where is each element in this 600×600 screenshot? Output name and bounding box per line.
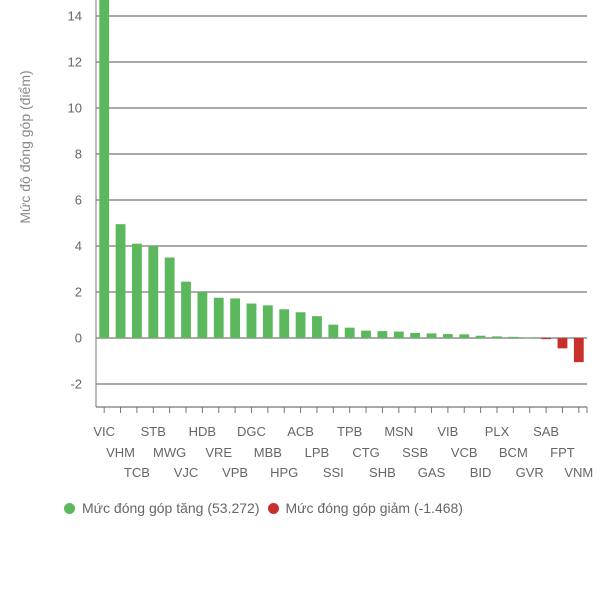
y-tick-label: -2 xyxy=(70,377,82,392)
category-label: HDB xyxy=(189,424,216,439)
category-label: VNM xyxy=(564,465,593,480)
y-tick-label: 12 xyxy=(68,55,82,70)
category-label: DGC xyxy=(237,424,266,439)
y-tick-label: 8 xyxy=(75,147,82,162)
category-label: SSI xyxy=(323,465,344,480)
bar-ctg xyxy=(361,330,371,338)
category-label: VRE xyxy=(205,445,232,460)
category-label: SHB xyxy=(369,465,396,480)
bar-shb xyxy=(377,331,388,338)
bar-vhm xyxy=(115,224,126,338)
bars xyxy=(99,0,584,363)
category-label: GAS xyxy=(418,465,446,480)
category-labels: VIC VHM TCB STB MWG VJC HDB VRE VPB DGC MBB HPG ACB L… xyxy=(93,424,593,480)
bar-gvr xyxy=(524,337,535,339)
category-label: GVR xyxy=(516,465,544,480)
y-tick-label: 0 xyxy=(75,331,82,346)
category-label: MBB xyxy=(254,445,282,460)
y-tick-label: 4 xyxy=(75,239,82,254)
category-label: ACB xyxy=(287,424,314,439)
bar-msn xyxy=(393,331,404,338)
category-label: SAB xyxy=(533,424,559,439)
category-label: TCB xyxy=(124,465,150,480)
bar-vcb xyxy=(459,334,470,338)
y-tick-label: 10 xyxy=(68,101,82,116)
y-axis-label: Mức độ đóng góp (điểm) xyxy=(17,70,33,223)
bar-gas xyxy=(426,333,437,338)
legend-item-increase[interactable]: Mức đóng góp tăng (53.272) xyxy=(64,500,260,516)
category-label: MSN xyxy=(384,424,413,439)
y-tick-label: 2 xyxy=(75,285,82,300)
bar-vre xyxy=(213,297,224,338)
bar-lpb xyxy=(312,316,322,338)
y-tick-labels: -2 0 2 4 6 8 10 12 14 xyxy=(68,9,82,392)
category-label: VPB xyxy=(222,465,248,480)
bar-fpt xyxy=(557,338,568,349)
bar-vnm xyxy=(573,338,584,363)
category-label: HPG xyxy=(270,465,298,480)
bar-vic xyxy=(99,0,110,338)
bar-bcm xyxy=(508,336,519,338)
bar-vpb xyxy=(230,298,241,338)
legend-label-increase: Mức đóng góp tăng (53.272) xyxy=(82,500,260,516)
bar-bid xyxy=(475,335,486,338)
bar-sab xyxy=(541,338,551,340)
bar-mwg xyxy=(164,257,175,338)
bar-tpb xyxy=(344,327,355,338)
category-label: BCM xyxy=(499,445,528,460)
bar-plx xyxy=(492,336,502,338)
legend-swatch-decrease xyxy=(267,502,279,514)
category-label: VHM xyxy=(106,445,135,460)
legend-label-decrease: Mức đóng góp giảm (-1.468) xyxy=(285,500,463,516)
legend-item-decrease[interactable]: Mức đóng góp giảm (-1.468) xyxy=(267,500,463,516)
bar-vib xyxy=(442,334,453,338)
bar-mbb xyxy=(262,305,273,338)
bar-tcb xyxy=(132,243,142,338)
x-tick-marks xyxy=(103,407,588,413)
bar-hdb xyxy=(197,292,208,338)
category-label: PLX xyxy=(485,424,510,439)
category-label: BID xyxy=(470,465,492,480)
bar-vjc xyxy=(181,281,191,338)
bar-ssi xyxy=(328,324,339,338)
gridlines xyxy=(95,0,587,408)
category-label: MWG xyxy=(153,445,186,460)
category-label: STB xyxy=(141,424,166,439)
category-label: VIB xyxy=(437,424,458,439)
category-label: CTG xyxy=(352,445,379,460)
category-label: TPB xyxy=(337,424,362,439)
bar-stb xyxy=(148,246,159,338)
category-label: VJC xyxy=(174,465,199,480)
legend: Mức đóng góp tăng (53.272) Mức đóng góp … xyxy=(64,500,471,516)
bar-dgc xyxy=(246,303,257,338)
category-label: VCB xyxy=(451,445,478,460)
y-tick-label: 6 xyxy=(75,193,82,208)
y-tick-label: 14 xyxy=(68,9,82,24)
category-label: VIC xyxy=(93,424,115,439)
legend-swatch-increase xyxy=(64,502,75,514)
bar-acb xyxy=(295,312,306,338)
bar-ssb xyxy=(410,332,421,338)
category-label: LPB xyxy=(305,445,330,460)
category-label: FPT xyxy=(550,445,575,460)
bar-hpg xyxy=(279,309,290,338)
category-label: SSB xyxy=(402,445,428,460)
